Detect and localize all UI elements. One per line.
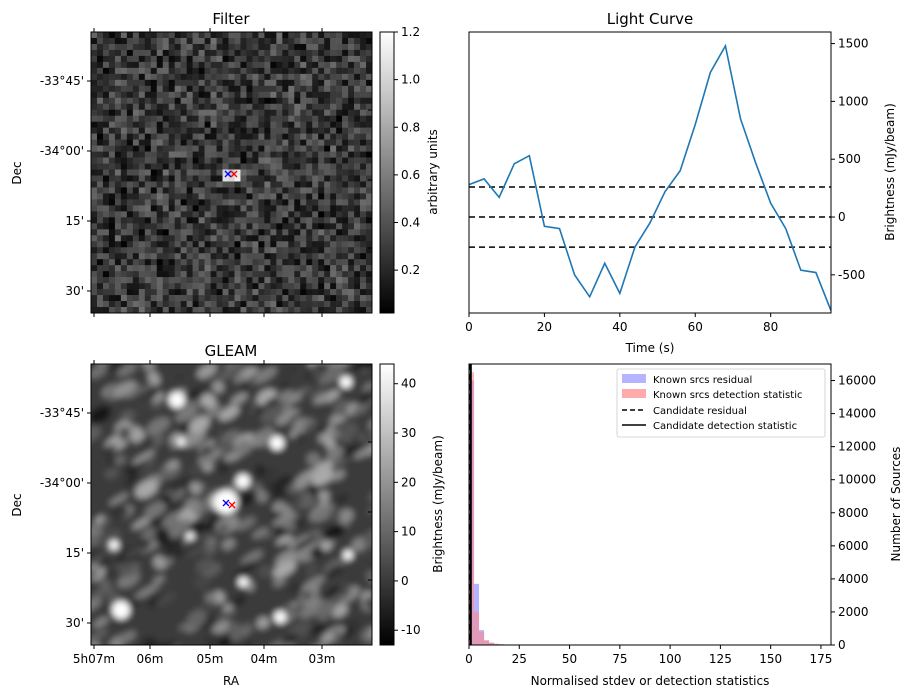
legend-swatch-known-residual [622, 374, 646, 383]
gleam-marker-blue [222, 499, 230, 507]
filter-colorbar-label: arbitrary units [426, 129, 440, 215]
filter-frame [90, 31, 373, 314]
xtick-label: 175 [809, 652, 832, 666]
gleam-title: GLEAM [205, 342, 258, 360]
ytick-label: -34°00' [40, 476, 84, 490]
ytick-label: -33°45' [40, 74, 84, 88]
colorbar-tick-label: 0.6 [401, 168, 420, 182]
lightcurve-ylabel: Brightness (mJy/beam) [883, 103, 897, 241]
histogram-legend: Known srcs residual Known srcs detection… [616, 368, 826, 438]
ytick-label: 12000 [838, 440, 876, 454]
panel-light-curve: Light Curve 0 20 40 60 80 -500 0 500 1000 1500 T… [465, 10, 897, 355]
colorbar-tick-label: 0.8 [401, 120, 420, 134]
legend-label-known-detection: Known srcs detection statistic [653, 390, 802, 401]
ytick-label: -33°45' [40, 406, 84, 420]
ytick-label: 10000 [838, 473, 876, 487]
legend-label-candidate-residual: Candidate residual [653, 406, 747, 417]
colorbar-tick-label: 40 [401, 377, 416, 391]
histogram-bar [494, 643, 500, 645]
xtick-label: 60 [688, 320, 703, 334]
legend-swatch-known-detection [622, 389, 646, 398]
histogram-bar [479, 631, 485, 645]
ytick-label: 15' [65, 214, 84, 228]
histogram-ylabel: Number of Sources [889, 447, 903, 562]
colorbar-tick-label: 1.2 [401, 25, 420, 39]
xtick-label: 5h07m [73, 652, 115, 666]
ytick-label: 500 [838, 152, 861, 166]
ytick-label: 4000 [838, 572, 869, 586]
xtick-label: 80 [763, 320, 778, 334]
ytick-label: 15' [65, 546, 84, 560]
ytick-label: 1500 [838, 37, 869, 51]
ytick-label: 0 [838, 210, 846, 224]
ytick-label: 8000 [838, 506, 869, 520]
xtick-label: 0 [465, 320, 473, 334]
ytick-label: 14000 [838, 407, 876, 421]
ytick-label: 30' [65, 616, 84, 630]
ytick-label: -500 [838, 268, 865, 282]
xtick-label: 20 [537, 320, 552, 334]
gleam-frame [90, 363, 373, 646]
xtick-label: 50 [562, 652, 577, 666]
xtick-label: 40 [612, 320, 627, 334]
filter-marker-red [230, 170, 238, 178]
colorbar-tick-label: 0 [401, 574, 409, 588]
xtick-label: 0 [465, 652, 473, 666]
panel-filter: Filter -33°45' -34°00' 15' 30' Dec 0.2 0.4 0.… [10, 10, 440, 317]
filter-image [91, 32, 373, 314]
filter-marker-blue [224, 170, 232, 178]
ytick-label: 2000 [838, 605, 869, 619]
xtick-label: 125 [709, 652, 732, 666]
ytick-label: 1000 [838, 94, 869, 108]
lightcurve-frame [468, 31, 832, 314]
panel-gleam: GLEAM -33°45'-34°00'15'30' 5h07m 06m 05m 04… [10, 342, 445, 688]
ytick-label: -34°00' [40, 144, 84, 158]
xtick-label: 03m [309, 652, 336, 666]
light-curve-line [469, 43, 831, 311]
xtick-label: 75 [612, 652, 627, 666]
gleam-xlabel: RA [223, 674, 240, 688]
panel-histogram: 0 25 50 75 100 125 150 175 0 2000 4000 6000 8000 100… [465, 363, 903, 688]
colorbar-tick-label: 0.4 [401, 216, 420, 230]
gleam-colorbar-label: Brightness (mJy/beam) [431, 435, 445, 573]
xtick-label: 25 [512, 652, 527, 666]
histogram-bar [484, 640, 490, 645]
colorbar-tick-label: 20 [401, 475, 416, 489]
xtick-label: 150 [759, 652, 782, 666]
histogram-bar [474, 611, 480, 645]
colorbar-tick-label: -10 [401, 623, 421, 637]
ytick-label: 0 [838, 638, 846, 652]
xtick-label: 04m [251, 652, 278, 666]
colorbar-tick-label: 30 [401, 426, 416, 440]
histogram-xlabel: Normalised stdev or detection statistics [531, 674, 770, 688]
filter-colorbar [379, 31, 395, 314]
gleam-image [91, 364, 372, 645]
colorbar-tick-label: 10 [401, 525, 416, 539]
xtick-label: 06m [137, 652, 164, 666]
lightcurve-xlabel: Time (s) [625, 341, 675, 355]
histogram-bar [489, 642, 495, 645]
histogram-frame [468, 363, 832, 646]
legend-label-known-residual: Known srcs residual [653, 375, 752, 386]
gleam-marker-red [228, 501, 236, 509]
ytick-label: 16000 [838, 374, 876, 388]
lightcurve-title: Light Curve [607, 10, 693, 28]
filter-ylabel: Dec [10, 161, 24, 184]
colorbar-tick-label: 1.0 [401, 73, 420, 87]
gleam-ylabel: Dec [10, 493, 24, 516]
ytick-label: 6000 [838, 539, 869, 553]
gleam-colorbar [379, 363, 395, 646]
legend-label-candidate-detection: Candidate detection statistic [653, 421, 797, 432]
colorbar-tick-label: 0.2 [401, 263, 420, 277]
filter-title: Filter [212, 10, 250, 28]
xtick-label: 05m [197, 652, 224, 666]
ytick-label: 30' [65, 284, 84, 298]
xtick-label: 100 [659, 652, 682, 666]
